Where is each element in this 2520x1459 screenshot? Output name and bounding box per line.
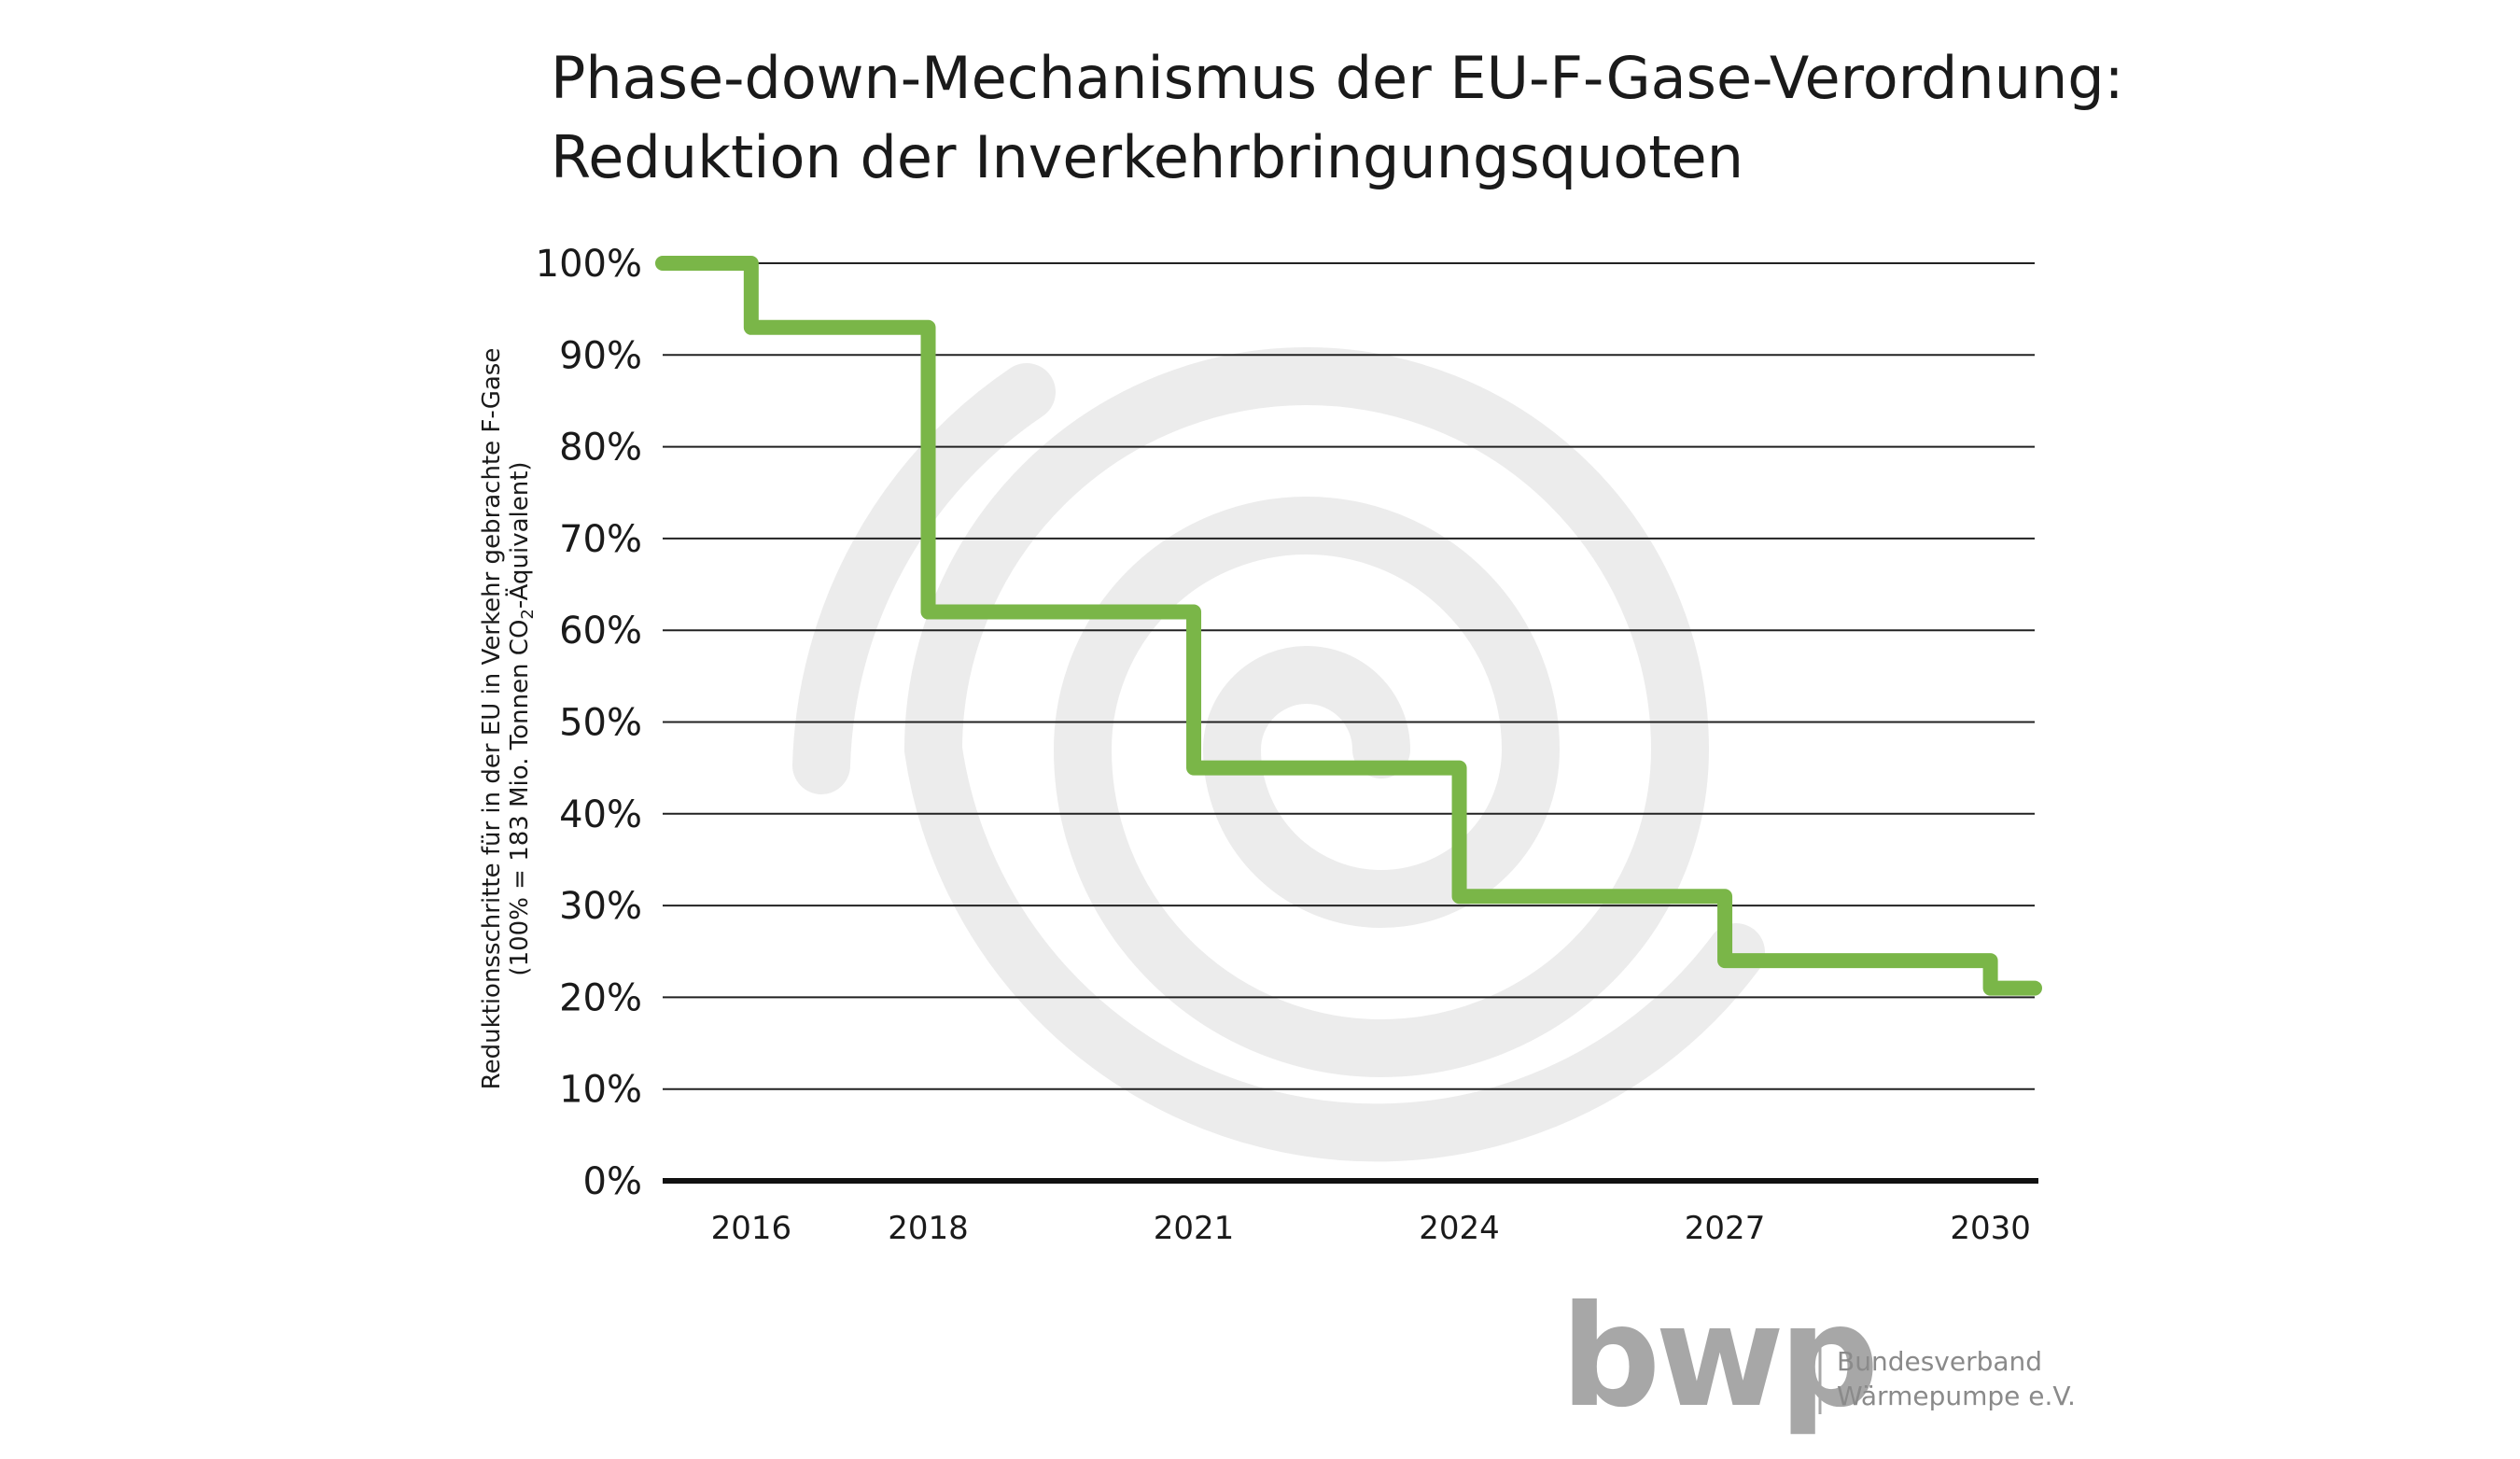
y-tick-label-70: 70% bbox=[559, 518, 642, 561]
chart-title: Phase-down-Mechanismus der EU-F-Gase-Ver… bbox=[551, 44, 2124, 112]
x-tick-label-2024: 2024 bbox=[1419, 1210, 1500, 1247]
y-tick-label-20: 20% bbox=[559, 976, 642, 1019]
x-tick-label-2016: 2016 bbox=[711, 1210, 792, 1247]
y-axis-sublabel: (100% = 183 Mio. Tonnen CO2-Äquivalent) bbox=[504, 461, 538, 975]
logo-org-line1: Bundesverband bbox=[1837, 1346, 2042, 1377]
logo-wordmark: bwp bbox=[1561, 1276, 1873, 1438]
x-tick-label-2018: 2018 bbox=[888, 1210, 969, 1247]
x-tick-label-2030: 2030 bbox=[1950, 1210, 2031, 1247]
y-tick-label-100: 100% bbox=[536, 243, 642, 286]
y-ticks: 0% 10% 20% 30% 40% 50% 60% 70% 80% 90% 100% bbox=[536, 243, 642, 1203]
spiral-watermark-icon bbox=[792, 347, 1765, 1162]
y-tick-label-80: 80% bbox=[559, 427, 642, 470]
y-tick-label-90: 90% bbox=[559, 334, 642, 377]
series-line-0 bbox=[655, 256, 2042, 996]
x-ticks: 2016 2018 2021 2024 2027 2030 bbox=[711, 1210, 2031, 1247]
y-tick-label-50: 50% bbox=[559, 702, 642, 745]
gridlines bbox=[663, 262, 2035, 1090]
series-group bbox=[655, 256, 2042, 996]
y-tick-label-10: 10% bbox=[559, 1069, 642, 1112]
y-tick-label-30: 30% bbox=[559, 885, 642, 928]
y-tick-label-60: 60% bbox=[559, 610, 642, 652]
x-tick-label-2021: 2021 bbox=[1154, 1210, 1235, 1247]
y-tick-label-40: 40% bbox=[559, 793, 642, 836]
bwp-logo: bwp Bundesverband Wärmepumpe e.V. bbox=[1561, 1276, 2076, 1438]
x-tick-label-2027: 2027 bbox=[1685, 1210, 1766, 1247]
y-axis-label: Reduktionsschritte für in der EU in Verk… bbox=[478, 348, 506, 1090]
logo-org-line2: Wärmepumpe e.V. bbox=[1837, 1381, 2076, 1411]
y-tick-label-0: 0% bbox=[583, 1160, 642, 1203]
chart-subtitle: Reduktion der Inverkehrbringungsquoten bbox=[551, 123, 1743, 191]
